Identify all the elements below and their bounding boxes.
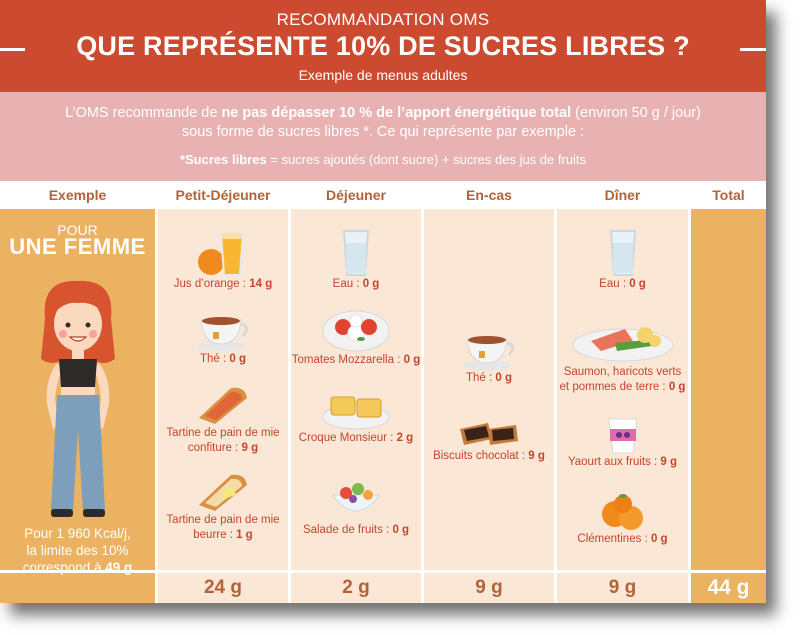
footer-separator bbox=[424, 570, 554, 573]
item-label: Salade de fruits : 0 g bbox=[302, 524, 410, 536]
intro-line-1: L’OMS recommande de ne pas dépasser 10 %… bbox=[0, 104, 766, 123]
column-header-example: Exemple bbox=[48, 187, 107, 203]
breakfast-total: 24 g bbox=[203, 577, 243, 598]
header-kicker: RECOMMANDATION OMS bbox=[276, 10, 490, 29]
definition-term: *Sucres libres bbox=[179, 152, 267, 167]
column-header-total: Total bbox=[712, 187, 745, 203]
jam-toast-icon bbox=[199, 387, 247, 424]
footer-separator bbox=[0, 570, 155, 573]
header-subtitle: Exemple de menus adultes bbox=[298, 67, 468, 83]
item-label: Clémentines : 0 g bbox=[577, 533, 668, 545]
intro-bold: ne pas dépasser 10 % de l’apport énergét… bbox=[221, 105, 572, 121]
infographic-card: RECOMMANDATION OMS QUE REPRÉSENTE 10% DE… bbox=[0, 0, 766, 603]
title-rule-left bbox=[0, 48, 25, 51]
kcal-line: Pour 1 960 Kcal/j, bbox=[24, 526, 131, 541]
menu-item: Tartine de pain de mie beurre : 1 g bbox=[158, 469, 288, 543]
dinner-column: Eau : 0 g Saumon, haricots verts et pomm… bbox=[557, 209, 688, 603]
item-label: Yaourt aux fruits : 9 g bbox=[567, 456, 678, 468]
column-header-breakfast: Petit-Déjeuner bbox=[175, 187, 271, 203]
fruit-yogurt-icon bbox=[607, 418, 638, 454]
tea-cup-icon bbox=[463, 336, 514, 370]
item-label: Eau : 0 g bbox=[332, 278, 380, 290]
header: RECOMMANDATION OMS QUE REPRÉSENTE 10% DE… bbox=[0, 0, 766, 92]
butter-toast-icon bbox=[199, 474, 247, 511]
item-label: Croque Monsieur : 2 g bbox=[298, 432, 414, 444]
item-label: Tartine de pain de mie bbox=[166, 514, 280, 526]
menu-item: Saumon, haricots verts et pommes de terr… bbox=[557, 319, 688, 395]
menu-item: Thé : 0 g bbox=[158, 312, 288, 367]
kcal-line: la limite des 10% bbox=[26, 543, 129, 558]
kcal-note: Pour 1 960 Kcal/j, la limite des 10% cor… bbox=[0, 525, 155, 576]
menu-item: Tomates Mozzarella : 0 g bbox=[291, 309, 421, 368]
item-label: Thé : 0 g bbox=[465, 372, 513, 384]
intro-band: L’OMS recommande de ne pas dépasser 10 %… bbox=[0, 92, 766, 181]
snack-column: Thé : 0 g Biscuits chocolat : 9 g 9 g bbox=[424, 209, 554, 603]
item-label: beurre : 1 g bbox=[193, 529, 253, 541]
lunch-total: 2 g bbox=[342, 577, 370, 598]
clementines-icon bbox=[601, 494, 643, 530]
item-label: Thé : 0 g bbox=[199, 353, 247, 365]
tomato-mozzarella-icon bbox=[322, 310, 390, 352]
croque-monsieur-icon bbox=[322, 396, 390, 430]
menu-item: Jus d’orange : 14 g bbox=[158, 227, 288, 292]
woman-illustration bbox=[41, 280, 115, 517]
pour-label: POUR bbox=[57, 222, 98, 238]
title-row: QUE REPRÉSENTE 10% DE SUCRES LIBRES ? bbox=[0, 31, 766, 65]
page-title: QUE REPRÉSENTE 10% DE SUCRES LIBRES ? bbox=[76, 31, 690, 61]
footer-separator bbox=[291, 570, 421, 573]
water-glass-icon bbox=[342, 230, 370, 276]
dinner-total: 9 g bbox=[608, 577, 637, 598]
salmon-plate-icon bbox=[572, 327, 673, 362]
footer-separator bbox=[557, 570, 688, 573]
lunch-column: Eau : 0 g Tomates Mozzarella : 0 g Croqu… bbox=[291, 209, 421, 603]
grand-total: 44 g bbox=[707, 576, 750, 599]
item-label: Eau : 0 g bbox=[599, 278, 646, 290]
footer-separator bbox=[691, 570, 766, 573]
example-column: POUR UNE FEMME bbox=[0, 209, 155, 603]
intro-text: L’OMS recommande de bbox=[65, 105, 222, 121]
column-header-dinner: Dîner bbox=[604, 187, 641, 203]
title-rule-right bbox=[740, 48, 766, 51]
intro-text: (environ 50 g / jour) bbox=[571, 105, 701, 121]
item-label: confiture : 9 g bbox=[187, 442, 259, 454]
intro-line-2: sous forme de sucres libres *. Ce qui re… bbox=[181, 124, 585, 140]
item-label: Saumon, haricots verts bbox=[563, 366, 682, 378]
orange-juice-icon bbox=[198, 232, 245, 276]
footer-separator bbox=[158, 570, 288, 573]
tea-cup-icon bbox=[197, 317, 248, 351]
item-label: et pommes de terre : 0 g bbox=[559, 381, 686, 393]
menu-item: Yaourt aux fruits : 9 g bbox=[557, 415, 688, 470]
menu-item: Thé : 0 g bbox=[424, 331, 554, 386]
menu-item: Biscuits chocolat : 9 g bbox=[424, 419, 554, 464]
menu-item: Tartine de pain de mie confiture : 9 g bbox=[158, 382, 288, 456]
item-label: Tomates Mozzarella : 0 g bbox=[291, 354, 421, 366]
column-header-lunch: Déjeuner bbox=[326, 187, 386, 203]
snack-total: 9 g bbox=[475, 577, 503, 598]
chocolate-biscuit-icon bbox=[460, 423, 518, 445]
menu-item: Clémentines : 0 g bbox=[557, 492, 688, 547]
menu-item: Salade de fruits : 0 g bbox=[291, 479, 421, 538]
item-label: Biscuits chocolat : 9 g bbox=[433, 450, 545, 462]
femme-label: UNE FEMME bbox=[9, 234, 146, 259]
water-glass-icon bbox=[609, 230, 636, 276]
menu-item: Croque Monsieur : 2 g bbox=[291, 387, 421, 446]
column-header-snack: En-cas bbox=[466, 187, 512, 203]
total-column: 44 g bbox=[691, 209, 766, 603]
definition-line: *Sucres libres = sucres ajoutés (dont su… bbox=[0, 150, 766, 169]
menu-item: Eau : 0 g bbox=[291, 227, 421, 292]
breakfast-column: Jus d’orange : 14 g Thé : 0 g Tartine de… bbox=[158, 209, 288, 603]
item-label: Jus d’orange : 14 g bbox=[173, 278, 273, 290]
item-label: Tartine de pain de mie bbox=[166, 427, 280, 439]
definition-text: = sucres ajoutés (dont sucre) + sucres d… bbox=[266, 152, 587, 167]
kcal-line: correspond à 49 g bbox=[0, 559, 155, 576]
menu-item: Eau : 0 g bbox=[557, 227, 688, 292]
fruit-salad-icon bbox=[330, 483, 382, 512]
